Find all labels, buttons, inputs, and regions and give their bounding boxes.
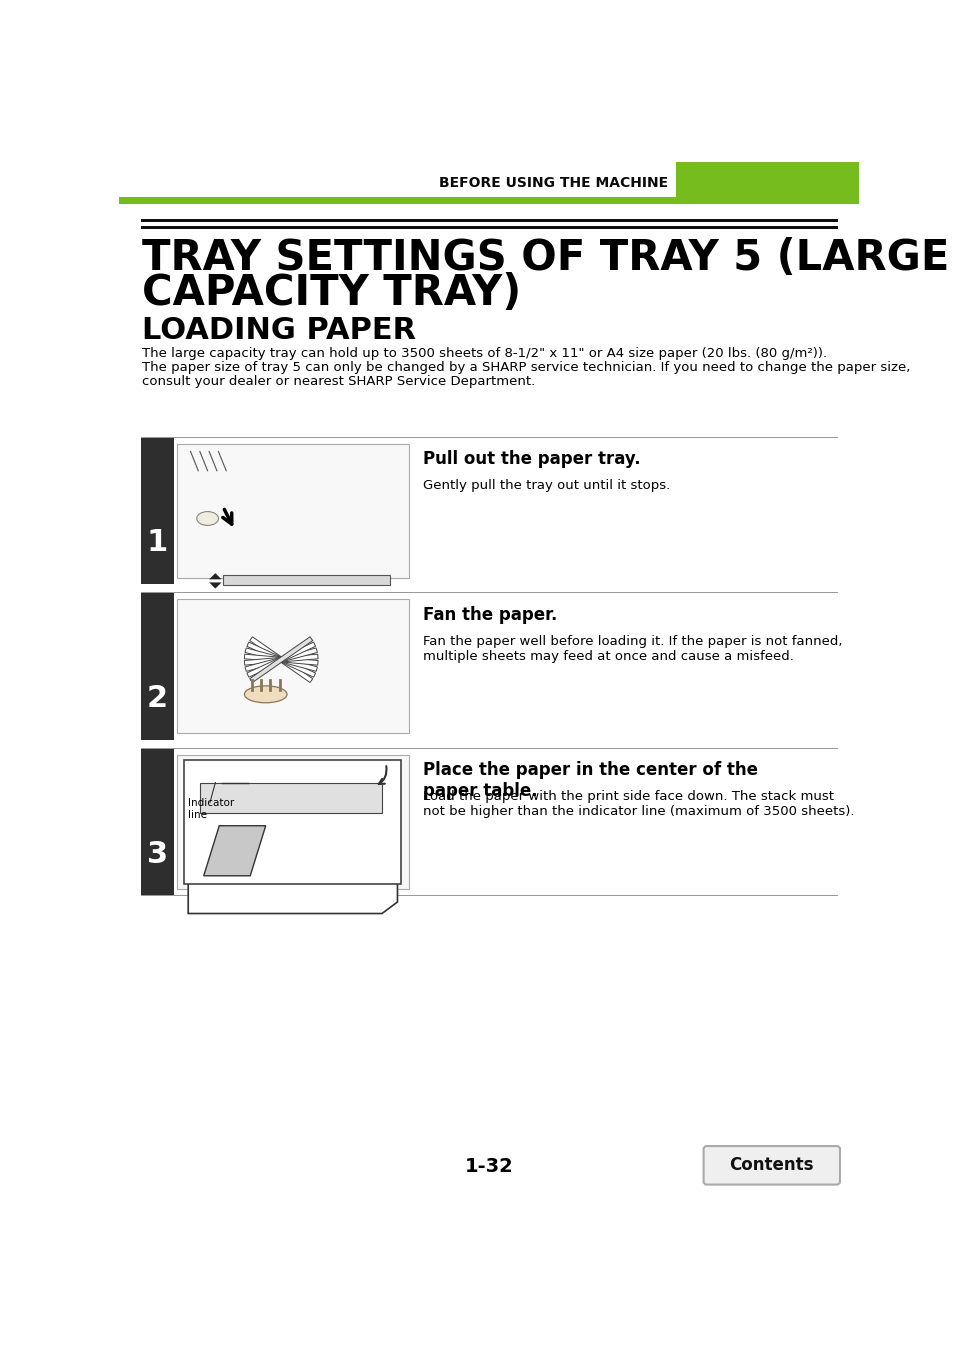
Bar <box>141 593 173 740</box>
Polygon shape <box>250 637 313 683</box>
Polygon shape <box>209 582 221 589</box>
Text: LOADING PAPER: LOADING PAPER <box>142 316 416 346</box>
Bar <box>119 197 858 204</box>
Bar <box>119 162 858 204</box>
Text: CAPACITY TRAY): CAPACITY TRAY) <box>142 273 521 315</box>
Polygon shape <box>245 648 317 671</box>
Bar <box>141 227 838 230</box>
Bar <box>184 760 401 884</box>
Bar <box>176 755 409 888</box>
FancyBboxPatch shape <box>703 1146 840 1184</box>
Polygon shape <box>250 637 313 683</box>
Text: The large capacity tray can hold up to 3500 sheets of 8-1/2" x 11" or A4 size pa: The large capacity tray can hold up to 3… <box>142 347 827 360</box>
Text: 1-32: 1-32 <box>464 1157 513 1176</box>
Text: Fan the paper.: Fan the paper. <box>422 606 557 624</box>
Text: Contents: Contents <box>729 1157 813 1174</box>
Text: Indicator
line: Indicator line <box>188 798 234 819</box>
Polygon shape <box>244 655 317 666</box>
Text: The paper size of tray 5 can only be changed by a SHARP service technician. If y: The paper size of tray 5 can only be cha… <box>142 360 910 374</box>
Polygon shape <box>188 792 397 914</box>
Polygon shape <box>247 643 315 678</box>
Text: 1: 1 <box>147 528 168 558</box>
Polygon shape <box>209 574 221 579</box>
Polygon shape <box>223 575 390 585</box>
Text: consult your dealer or nearest SHARP Service Department.: consult your dealer or nearest SHARP Ser… <box>142 374 536 387</box>
Text: Pull out the paper tray.: Pull out the paper tray. <box>422 450 640 468</box>
Text: Gently pull the tray out until it stops.: Gently pull the tray out until it stops. <box>422 479 670 493</box>
Text: 2: 2 <box>147 684 168 713</box>
Bar <box>199 783 381 814</box>
Bar <box>176 444 409 578</box>
Bar <box>141 437 173 585</box>
Polygon shape <box>204 826 266 876</box>
Polygon shape <box>245 648 317 671</box>
Polygon shape <box>247 643 315 678</box>
Polygon shape <box>244 655 317 666</box>
Ellipse shape <box>196 512 218 525</box>
Text: TRAY SETTINGS OF TRAY 5 (LARGE: TRAY SETTINGS OF TRAY 5 (LARGE <box>142 236 949 278</box>
Bar <box>141 749 173 895</box>
Bar <box>176 599 409 733</box>
Bar <box>675 162 858 202</box>
Bar <box>141 219 838 221</box>
Text: Place the paper in the center of the
paper table.: Place the paper in the center of the pap… <box>422 761 758 799</box>
Ellipse shape <box>244 686 287 703</box>
Text: Load the paper with the print side face down. The stack must
not be higher than : Load the paper with the print side face … <box>422 790 854 818</box>
Text: BEFORE USING THE MACHINE: BEFORE USING THE MACHINE <box>438 176 667 190</box>
Text: 3: 3 <box>147 840 168 868</box>
Text: Fan the paper well before loading it. If the paper is not fanned,
multiple sheet: Fan the paper well before loading it. If… <box>422 634 841 663</box>
